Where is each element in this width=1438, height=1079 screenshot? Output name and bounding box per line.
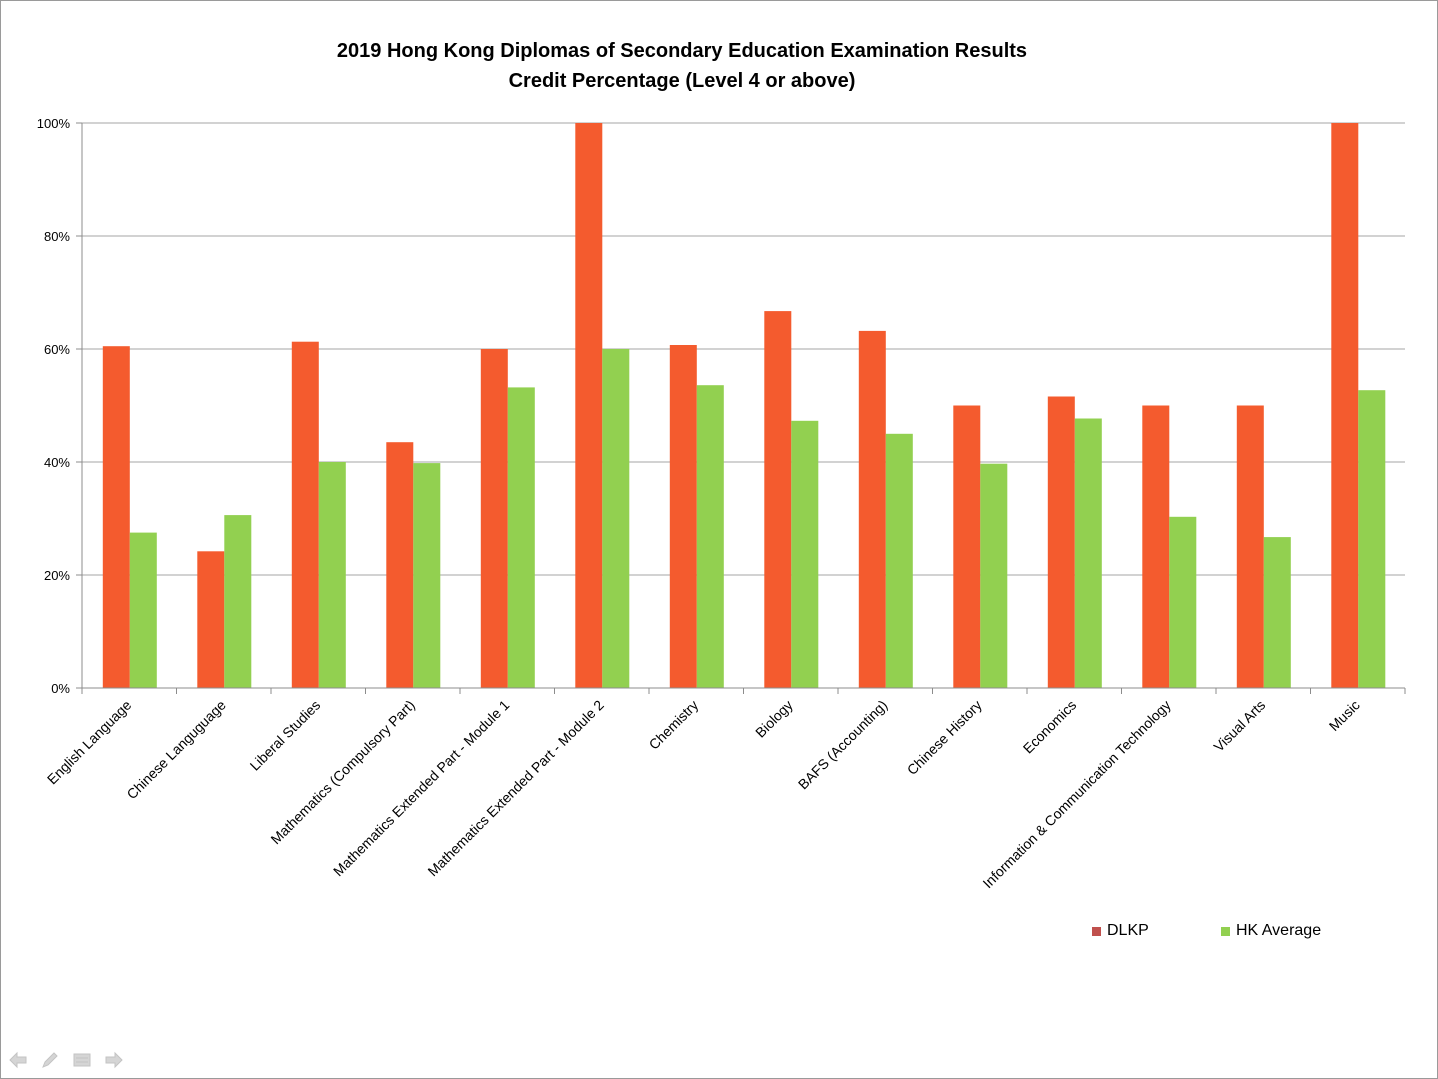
menu-icon[interactable] — [72, 1050, 92, 1070]
x-tick-label: Biology — [752, 697, 796, 741]
bar-dlkp — [858, 330, 886, 688]
bar-dlkp — [764, 311, 792, 688]
bar-hk-average — [129, 532, 157, 688]
slide-controls — [8, 1050, 124, 1070]
x-tick-label: Liberal Studies — [247, 697, 324, 774]
y-tick-label: 80% — [44, 229, 70, 244]
chart-legend: DLKP HK Average — [1092, 922, 1392, 946]
y-tick-label: 20% — [44, 568, 70, 583]
bar-hk-average — [1074, 418, 1102, 688]
x-tick-label: Chemistry — [645, 697, 701, 753]
bar-dlkp — [669, 345, 697, 688]
bar-hk-average — [980, 463, 1008, 688]
x-tick-label: Visual Arts — [1210, 697, 1268, 755]
x-tick-label: Music — [1326, 697, 1363, 734]
bar-dlkp — [386, 442, 414, 688]
x-tick-label: English Language — [44, 697, 135, 788]
pen-icon[interactable] — [40, 1050, 60, 1070]
legend-label-hk-average: HK Average — [1236, 922, 1322, 939]
bar-dlkp — [1236, 405, 1264, 688]
bar-dlkp — [102, 346, 130, 688]
next-arrow-icon[interactable] — [104, 1050, 124, 1070]
chart-subtitle: Credit Percentage (Level 4 or above) — [508, 70, 856, 92]
y-tick-label: 60% — [44, 342, 70, 357]
bar-hk-average — [885, 433, 913, 689]
chart-title: 2019 Hong Kong Diplomas of Secondary Edu… — [336, 40, 1028, 62]
y-tick-label: 40% — [44, 455, 70, 470]
bar-dlkp — [1331, 123, 1359, 688]
bar-hk-average — [696, 385, 724, 688]
bar-dlkp — [291, 341, 319, 688]
bar-hk-average — [224, 515, 252, 688]
legend-swatch-hk-average — [1221, 926, 1230, 936]
x-tick-label: Chinese History — [904, 697, 985, 778]
x-tick-label: BAFS (Accounting) — [795, 697, 891, 793]
x-tick-label: Mathematics Extended Part - Module 2 — [424, 697, 607, 880]
bar-hk-average — [602, 349, 630, 688]
bar-hk-average — [791, 420, 819, 688]
bar-hk-average — [318, 462, 346, 688]
bar-hk-average — [1263, 537, 1291, 688]
x-tick-label: Mathematics Extended Part - Module 1 — [330, 697, 513, 880]
bar-dlkp — [953, 405, 981, 688]
bar-dlkp — [1047, 396, 1075, 688]
bar-dlkp — [575, 123, 603, 688]
bar-hk-average — [1358, 390, 1386, 688]
bar-dlkp — [1142, 405, 1170, 688]
bar-hk-average — [507, 387, 535, 688]
bar-hk-average — [1169, 516, 1197, 688]
bar-dlkp — [480, 349, 508, 688]
legend-item-dlkp: DLKP — [1092, 922, 1149, 940]
y-tick-label: 100% — [37, 116, 71, 131]
y-tick-label: 0% — [51, 681, 70, 696]
x-tick-label: Information & Communication Technology — [979, 697, 1173, 891]
x-tick-label: Economics — [1020, 697, 1080, 757]
legend-swatch-dlkp — [1092, 926, 1101, 936]
legend-item-hk-average: HK Average — [1221, 922, 1321, 940]
previous-arrow-icon[interactable] — [8, 1050, 28, 1070]
bar-hk-average — [413, 463, 441, 688]
x-tick-label: Chinese Languguage — [123, 697, 229, 803]
legend-label-dlkp: DLKP — [1107, 922, 1149, 939]
bar-dlkp — [197, 551, 225, 688]
